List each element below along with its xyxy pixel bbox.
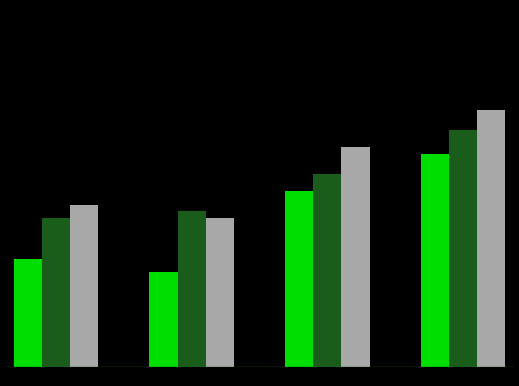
Bar: [477, 110, 506, 367]
Bar: [342, 147, 370, 367]
Bar: [13, 259, 42, 367]
Bar: [70, 205, 99, 367]
Bar: [206, 218, 234, 367]
Bar: [177, 211, 206, 367]
Bar: [149, 272, 177, 367]
Bar: [313, 174, 342, 367]
Bar: [420, 154, 449, 367]
Bar: [285, 191, 313, 367]
Bar: [42, 218, 70, 367]
Bar: [449, 130, 477, 367]
